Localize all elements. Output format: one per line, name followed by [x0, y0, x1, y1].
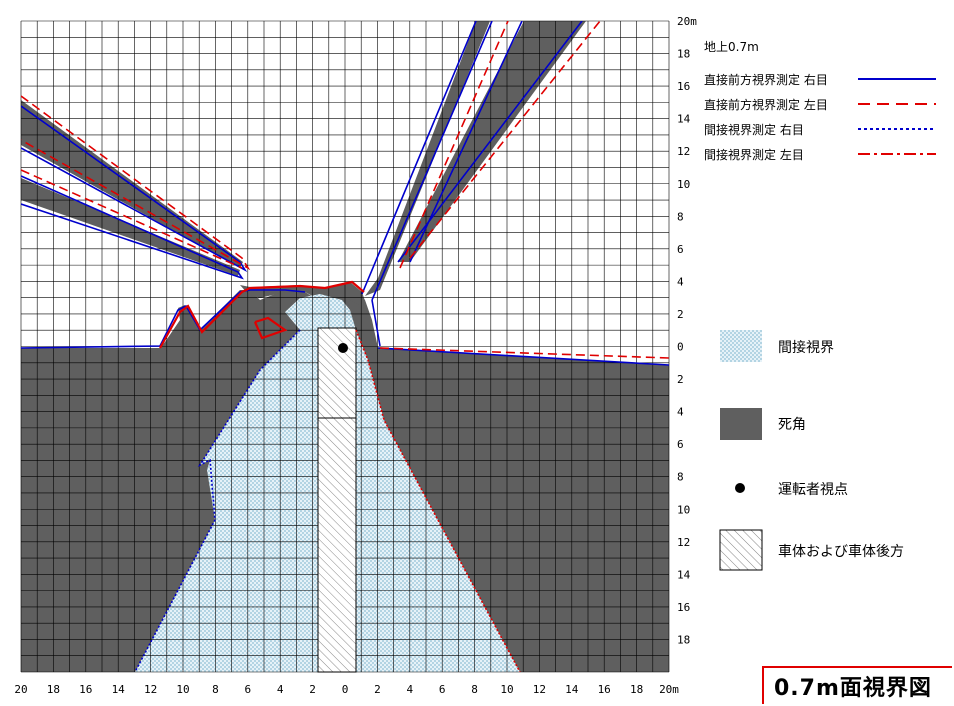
- y-axis-ticks: 20m 18 16 14 12 10 8 6 4 2 0 2 4 6 8 10 12 14 16 18: [677, 15, 697, 646]
- blind-spot-beam-right-1: [365, 21, 490, 296]
- diagram-title: 0.7m面視界図: [774, 676, 932, 701]
- y-tick-label: 0: [677, 341, 684, 354]
- x-tick-label: 12: [533, 683, 546, 696]
- y-tick-label: 12: [677, 536, 690, 549]
- y-tick-label: 20m: [677, 15, 697, 28]
- key-indirect-label: 間接視界: [778, 339, 834, 356]
- x-tick-label: 12: [144, 683, 157, 696]
- area-key: 間接視界 死角 運転者視点 車体および車体後方: [719, 330, 904, 571]
- y-tick-label: 12: [677, 145, 690, 158]
- y-tick-label: 18: [677, 633, 690, 646]
- y-tick-label: 6: [677, 243, 684, 256]
- y-tick-label: 6: [677, 438, 684, 451]
- x-tick-label: 0: [342, 683, 349, 696]
- x-tick-label: 2: [309, 683, 316, 696]
- x-tick-label: 6: [439, 683, 446, 696]
- measurement-lines: [21, 21, 669, 672]
- dark-swatch-icon: [720, 408, 762, 440]
- y-tick-label: 2: [677, 373, 684, 386]
- vehicle-body: [317, 327, 357, 673]
- y-tick-label: 14: [677, 568, 691, 581]
- legend-item-right-indirect: 間接視界測定 右目: [704, 122, 804, 137]
- legend-item-left-indirect: 間接視界測定 左目: [704, 147, 804, 162]
- x-tick-label: 4: [277, 683, 284, 696]
- right-eye-direct-line: [21, 105, 248, 273]
- x-tick-label: 14: [112, 683, 126, 696]
- x-tick-label: 16: [598, 683, 611, 696]
- y-tick-label: 4: [677, 275, 684, 288]
- y-tick-label: 8: [677, 210, 684, 223]
- x-tick-label: 4: [406, 683, 413, 696]
- y-tick-label: 16: [677, 601, 690, 614]
- y-tick-label: 18: [677, 48, 690, 61]
- x-tick-label: 14: [565, 683, 579, 696]
- blind-spot-center: [240, 282, 368, 310]
- x-tick-label: 6: [244, 683, 251, 696]
- indirect-right-eye-line: [134, 329, 301, 672]
- y-tick-label: 16: [677, 80, 690, 93]
- x-tick-label: 2: [374, 683, 381, 696]
- y-tick-label: 2: [677, 308, 684, 321]
- checker-swatch-icon: [720, 330, 762, 362]
- y-tick-label: 10: [677, 178, 690, 191]
- legend-header: 地上0.7m: [704, 40, 759, 54]
- y-tick-label: 14: [677, 113, 691, 126]
- key-blind-label: 死角: [778, 417, 806, 433]
- x-tick-label: 20m: [659, 683, 679, 696]
- x-tick-label: 18: [630, 683, 643, 696]
- x-tick-label: 8: [471, 683, 478, 696]
- x-tick-label: 8: [212, 683, 219, 696]
- blind-spot-beam-left-lower: [21, 178, 240, 276]
- key-vehicle-label: 車体および車体後方: [778, 543, 904, 560]
- driver-viewpoint-dot: [338, 343, 348, 353]
- x-tick-label: 18: [47, 683, 60, 696]
- y-tick-label: 8: [677, 471, 684, 484]
- x-tick-label: 10: [176, 683, 189, 696]
- x-tick-label: 16: [79, 683, 92, 696]
- legend-item-right-direct: 直接前方視界測定 右目: [704, 72, 828, 87]
- legend-item-left-direct: 直接前方視界測定 左目: [704, 97, 828, 112]
- x-tick-label: 10: [500, 683, 513, 696]
- y-tick-label: 4: [677, 406, 684, 419]
- y-tick-label: 10: [677, 503, 690, 516]
- indirect-left-eye-line: [355, 329, 521, 672]
- x-tick-label: 20: [14, 683, 27, 696]
- key-viewpoint-label: 運転者視点: [778, 482, 848, 498]
- hatch-swatch-icon: [719, 529, 763, 571]
- x-axis-ticks: 20 18 16 14 12 10 8 6 4 2 0 2 4 6 8 10 12 14 16 18 20m: [14, 683, 679, 696]
- line-legend: 地上0.7m 直接前方視界測定 右目 直接前方視界測定 左目 間接視界測定 右目…: [704, 40, 936, 162]
- diagram-title-box: 0.7m面視界図: [762, 666, 952, 704]
- dot-icon: [735, 483, 745, 493]
